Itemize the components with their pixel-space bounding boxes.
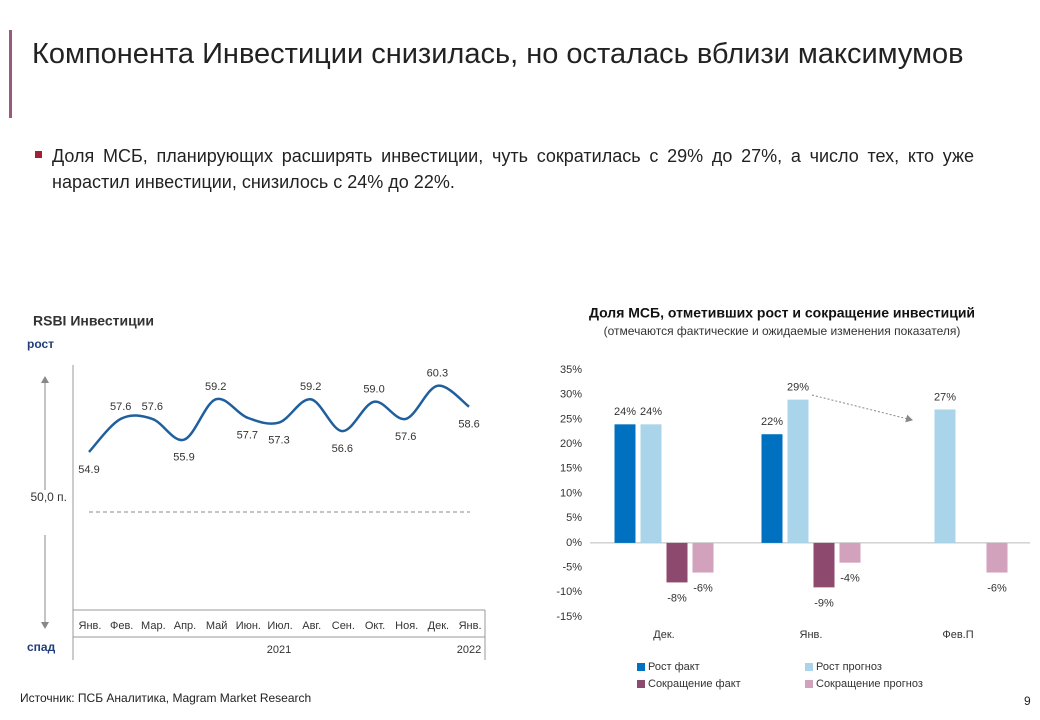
data-label: 57.6 — [395, 431, 416, 443]
data-label: -9% — [814, 597, 834, 609]
data-label: 57.7 — [237, 430, 258, 442]
bar — [986, 542, 1008, 573]
bar — [934, 409, 956, 543]
chart-title: RSBI Инвестиции — [33, 313, 154, 329]
y-tick-label: 30% — [560, 389, 582, 401]
year-label: 2022 — [457, 644, 481, 656]
bullet-marker — [35, 151, 42, 158]
x-tick-label: Июл. — [267, 620, 292, 632]
x-tick-label: Окт. — [365, 620, 385, 632]
y-tick-label: 15% — [560, 463, 582, 475]
legend-label: Сокращение факт — [648, 678, 741, 690]
x-tick-label: Мар. — [141, 620, 166, 632]
legend-swatch — [637, 663, 645, 671]
legend-label: Сокращение прогноз — [816, 678, 923, 690]
x-tick-label: Май — [206, 620, 228, 632]
x-tick-label: Дек. — [428, 620, 449, 632]
slide-title: Компонента Инвестиции снизилась, но оста… — [32, 38, 964, 70]
y-tick-label: -10% — [556, 586, 582, 598]
data-label: 60.3 — [427, 368, 448, 380]
source: Источник: ПСБ Аналитика, Magram Market R… — [20, 691, 312, 705]
bar — [614, 424, 636, 543]
bar — [813, 542, 835, 588]
data-label: 54.9 — [78, 464, 99, 476]
top-label: рост — [27, 337, 54, 351]
x-tick-label: Фев. — [110, 620, 133, 632]
data-label: 27% — [934, 391, 956, 403]
reference-label: 50,0 п. — [30, 490, 67, 504]
bar — [761, 434, 783, 543]
y-tick-label: 20% — [560, 438, 582, 450]
data-label: -6% — [693, 582, 713, 594]
bar — [839, 542, 861, 563]
data-label: 56.6 — [332, 443, 353, 455]
x-tick-label: Дек. — [653, 629, 674, 641]
data-label: 55.9 — [173, 452, 194, 464]
chart-subtitle: (отмечаются фактические и ожидаемые изме… — [604, 324, 961, 338]
x-tick-label: Июн. — [236, 620, 261, 632]
page-number: 9 — [1024, 694, 1031, 708]
data-label: -8% — [667, 592, 687, 604]
x-tick-label: Апр. — [174, 620, 196, 632]
legend-label: Рост прогноз — [816, 661, 882, 673]
bullet-text: Доля МСБ, планирующих расширять инвестиц… — [52, 146, 974, 192]
data-label: 58.6 — [458, 419, 479, 431]
data-label: 22% — [761, 416, 783, 428]
data-label: 59.0 — [363, 384, 384, 396]
line — [88, 384, 470, 453]
data-label: -6% — [987, 582, 1007, 594]
bar — [666, 542, 688, 583]
legend-swatch — [805, 663, 813, 671]
x-tick-label: Янв. — [79, 620, 102, 632]
x-tick-label: Янв. — [459, 620, 482, 632]
data-label: 24% — [640, 406, 662, 418]
y-tick-label: 0% — [566, 537, 582, 549]
accent-bar — [9, 30, 12, 118]
change-arrow — [811, 394, 913, 423]
x-tick-label: Янв. — [800, 629, 823, 641]
data-label: 57.6 — [110, 401, 131, 413]
bottom-label: спад — [27, 640, 56, 654]
data-label: 29% — [787, 382, 809, 394]
data-label: 59.2 — [205, 381, 226, 393]
data-label: 57.3 — [268, 434, 289, 446]
bar — [692, 542, 714, 573]
x-tick-label: Сен. — [332, 620, 355, 632]
legend-swatch — [637, 680, 645, 688]
bar — [787, 399, 809, 543]
data-label: 59.2 — [300, 381, 321, 393]
chart-title: Доля МСБ, отметивших рост и сокращение и… — [589, 305, 975, 321]
y-tick-label: 35% — [560, 364, 582, 376]
legend-swatch — [805, 680, 813, 688]
x-tick-label: Ноя. — [395, 620, 418, 632]
x-tick-label: Фев.П — [942, 629, 973, 641]
y-tick-label: -15% — [556, 611, 582, 623]
data-label: 24% — [614, 406, 636, 418]
legend-label: Рост факт — [648, 661, 700, 673]
year-label: 2021 — [267, 644, 291, 656]
y-tick-label: 25% — [560, 413, 582, 425]
y-tick-label: 5% — [566, 512, 582, 524]
bar — [640, 424, 662, 543]
y-tick-label: -5% — [562, 562, 582, 574]
data-label: 57.6 — [142, 401, 163, 413]
data-label: -4% — [840, 573, 860, 585]
x-tick-label: Авг. — [302, 620, 321, 632]
y-tick-label: 10% — [560, 487, 582, 499]
